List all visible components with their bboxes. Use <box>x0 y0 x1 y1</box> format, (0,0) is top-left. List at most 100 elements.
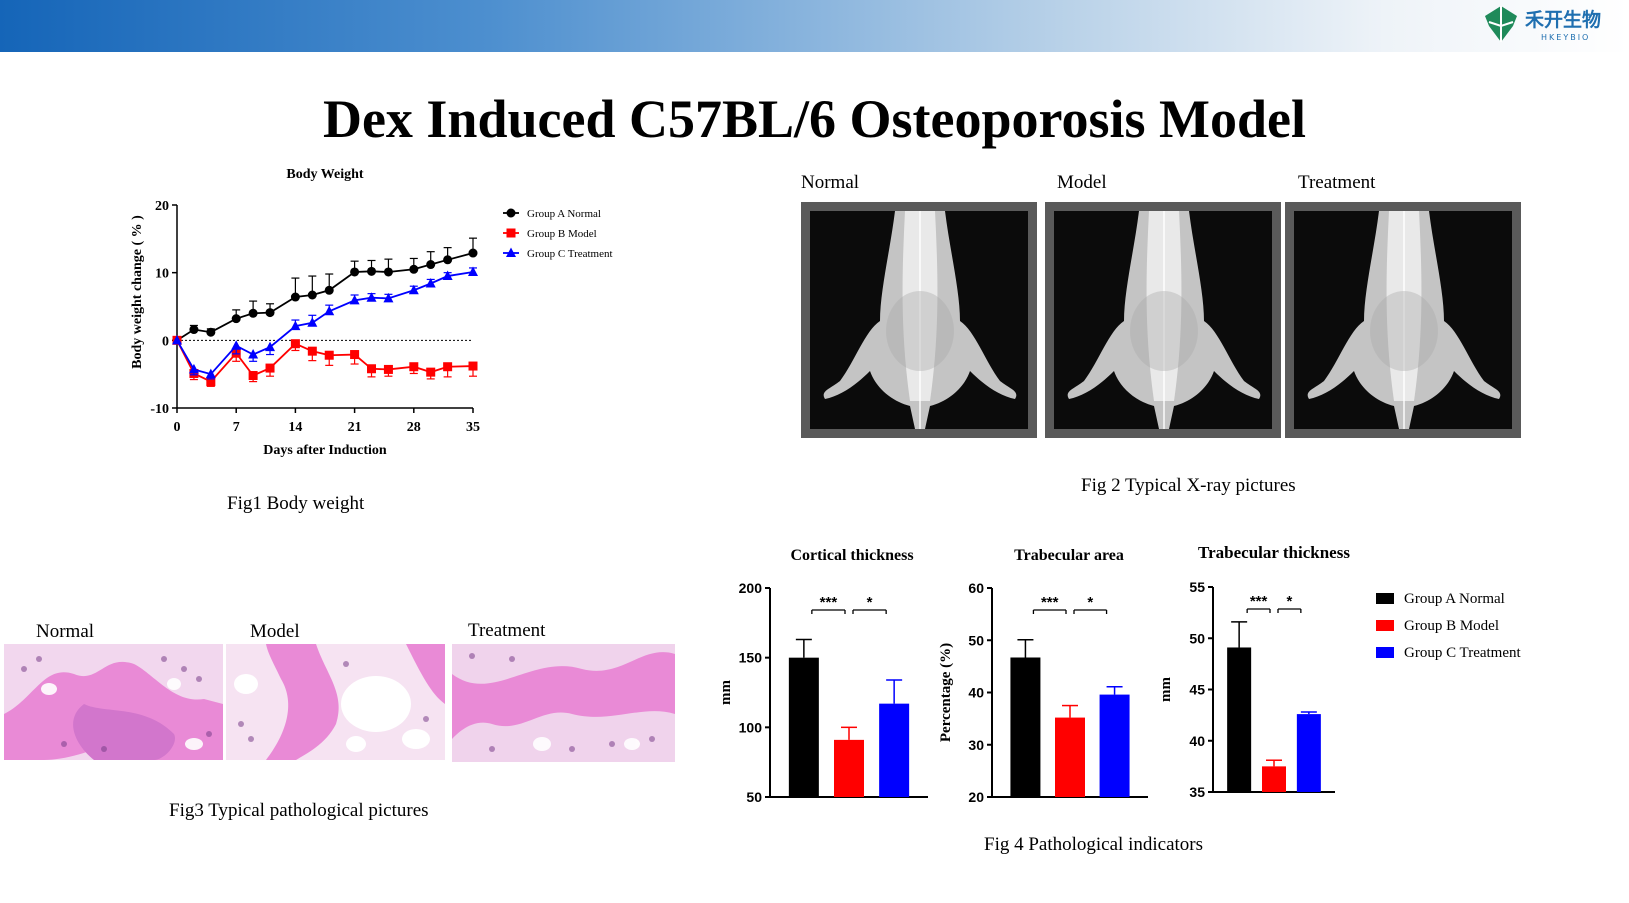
legend-label: Group C Treatment <box>1404 645 1522 661</box>
bar-group-a-normal <box>788 657 819 797</box>
legend-marker <box>506 247 516 257</box>
series-group-b-model <box>172 335 478 387</box>
data-point <box>383 364 393 374</box>
chart-title: Trabecular thickness <box>1198 543 1350 562</box>
data-point <box>265 308 275 318</box>
y-axis-label: Percentage (%) <box>938 643 954 742</box>
y-tick-label: 10 <box>155 267 169 282</box>
y-tick-label: 50 <box>968 632 984 648</box>
y-tick-label: 20 <box>155 199 169 214</box>
fig4-caption: Fig 4 Pathological indicators <box>984 834 1204 855</box>
chart-legend: Group A Normal Group B Model Group C Treat… <box>503 208 613 260</box>
legend-swatch <box>1376 647 1394 658</box>
y-tick-label: 100 <box>739 719 763 735</box>
data-point <box>367 266 377 276</box>
y-tick-label: 40 <box>1189 733 1205 749</box>
data-point <box>290 320 301 331</box>
data-point <box>443 362 453 372</box>
y-tick-label: 150 <box>739 650 763 666</box>
header-bar: 禾开生物 HKEYBIO <box>0 0 1629 52</box>
fig4-legend: Group A Normal Group B Model Group C Treat… <box>1376 591 1522 661</box>
page-title: Dex Induced C57BL/6 Osteoporosis Model <box>322 89 1307 149</box>
xray-silhouette <box>1067 211 1261 429</box>
x-tick-label: 21 <box>348 420 362 435</box>
body-weight-chart: Body Weight 0 7 14 21 28 35 -10 0 10 20 Days afte… <box>130 167 613 458</box>
data-point <box>248 308 258 318</box>
significance-label: *** <box>1041 594 1059 611</box>
data-point <box>443 255 453 265</box>
histology-image-treatment <box>452 644 675 762</box>
legend-swatch <box>1376 620 1394 631</box>
significance-label: * <box>1087 594 1093 611</box>
data-point <box>265 341 276 352</box>
xray-image-normal <box>801 202 1037 438</box>
data-point <box>425 277 436 288</box>
legend-label: Group B Model <box>1404 618 1499 634</box>
y-tick-label: 0 <box>162 334 169 349</box>
data-point <box>290 292 300 302</box>
y-tick-label: 40 <box>968 685 984 701</box>
legend-marker <box>506 228 516 238</box>
x-axis-label: Days after Induction <box>263 443 387 458</box>
bar-group-a-normal <box>1227 647 1252 792</box>
histology-image-normal <box>4 644 223 760</box>
series-line <box>176 252 474 342</box>
data-point <box>366 292 377 302</box>
data-point <box>468 266 478 276</box>
y-axis-label: mm <box>718 680 734 705</box>
data-point <box>409 264 419 274</box>
y-tick-label: 50 <box>1189 630 1205 646</box>
xray-silhouette <box>823 211 1017 429</box>
histo-label-treatment: Treatment <box>468 620 546 641</box>
leaf-icon <box>1485 6 1517 42</box>
data-point <box>206 327 216 337</box>
data-point <box>426 367 436 377</box>
y-tick-label: 50 <box>746 789 762 805</box>
x-tick-label: 0 <box>174 420 181 435</box>
chart-ticks: 0 7 14 21 28 35 -10 0 10 20 <box>150 199 480 435</box>
fig2-caption: Fig 2 Typical X-ray pictures <box>1081 475 1296 496</box>
logo-subtext: HKEYBIO <box>1541 33 1590 42</box>
fig1-caption: Fig1 Body weight <box>227 493 365 514</box>
xray-image-model <box>1045 202 1281 438</box>
histo-label-model: Model <box>250 621 300 642</box>
chart-series <box>172 237 478 387</box>
xray-label-normal: Normal <box>801 172 860 193</box>
legend-label: Group B Model <box>527 228 597 240</box>
x-tick-label: 35 <box>466 420 480 435</box>
data-point <box>468 361 478 371</box>
data-point <box>324 305 335 316</box>
data-point <box>188 363 199 374</box>
y-tick-label: 20 <box>968 789 984 805</box>
data-point <box>205 368 216 379</box>
xray-image-treatment <box>1285 202 1521 438</box>
series-group-c-treatment <box>172 266 478 380</box>
chart-title: Cortical thickness <box>790 547 913 564</box>
data-point <box>426 260 436 270</box>
data-point <box>367 364 377 374</box>
data-point <box>442 270 453 281</box>
data-point <box>206 377 216 387</box>
data-point <box>383 292 394 303</box>
legend-label: Group A Normal <box>1404 591 1505 607</box>
data-point <box>307 290 317 300</box>
significance-label: *** <box>820 594 838 611</box>
x-tick-label: 7 <box>233 420 240 435</box>
bar-group-c-treatment <box>879 703 910 797</box>
significance-label: * <box>1287 593 1293 610</box>
bar-group-a-normal <box>1010 657 1041 797</box>
xray-silhouette <box>1307 211 1501 429</box>
bar-group-c-treatment <box>1099 694 1130 797</box>
data-point <box>324 350 334 360</box>
significance-label: *** <box>1250 593 1268 610</box>
data-point <box>324 285 334 295</box>
legend-swatch <box>1376 593 1394 604</box>
data-point <box>409 362 419 372</box>
legend-label: Group A Normal <box>527 208 601 220</box>
histo-label-normal: Normal <box>36 621 95 642</box>
data-point <box>265 363 275 373</box>
y-tick-label: 200 <box>739 580 763 596</box>
y-tick-label: 55 <box>1189 579 1205 595</box>
data-point <box>231 340 242 350</box>
